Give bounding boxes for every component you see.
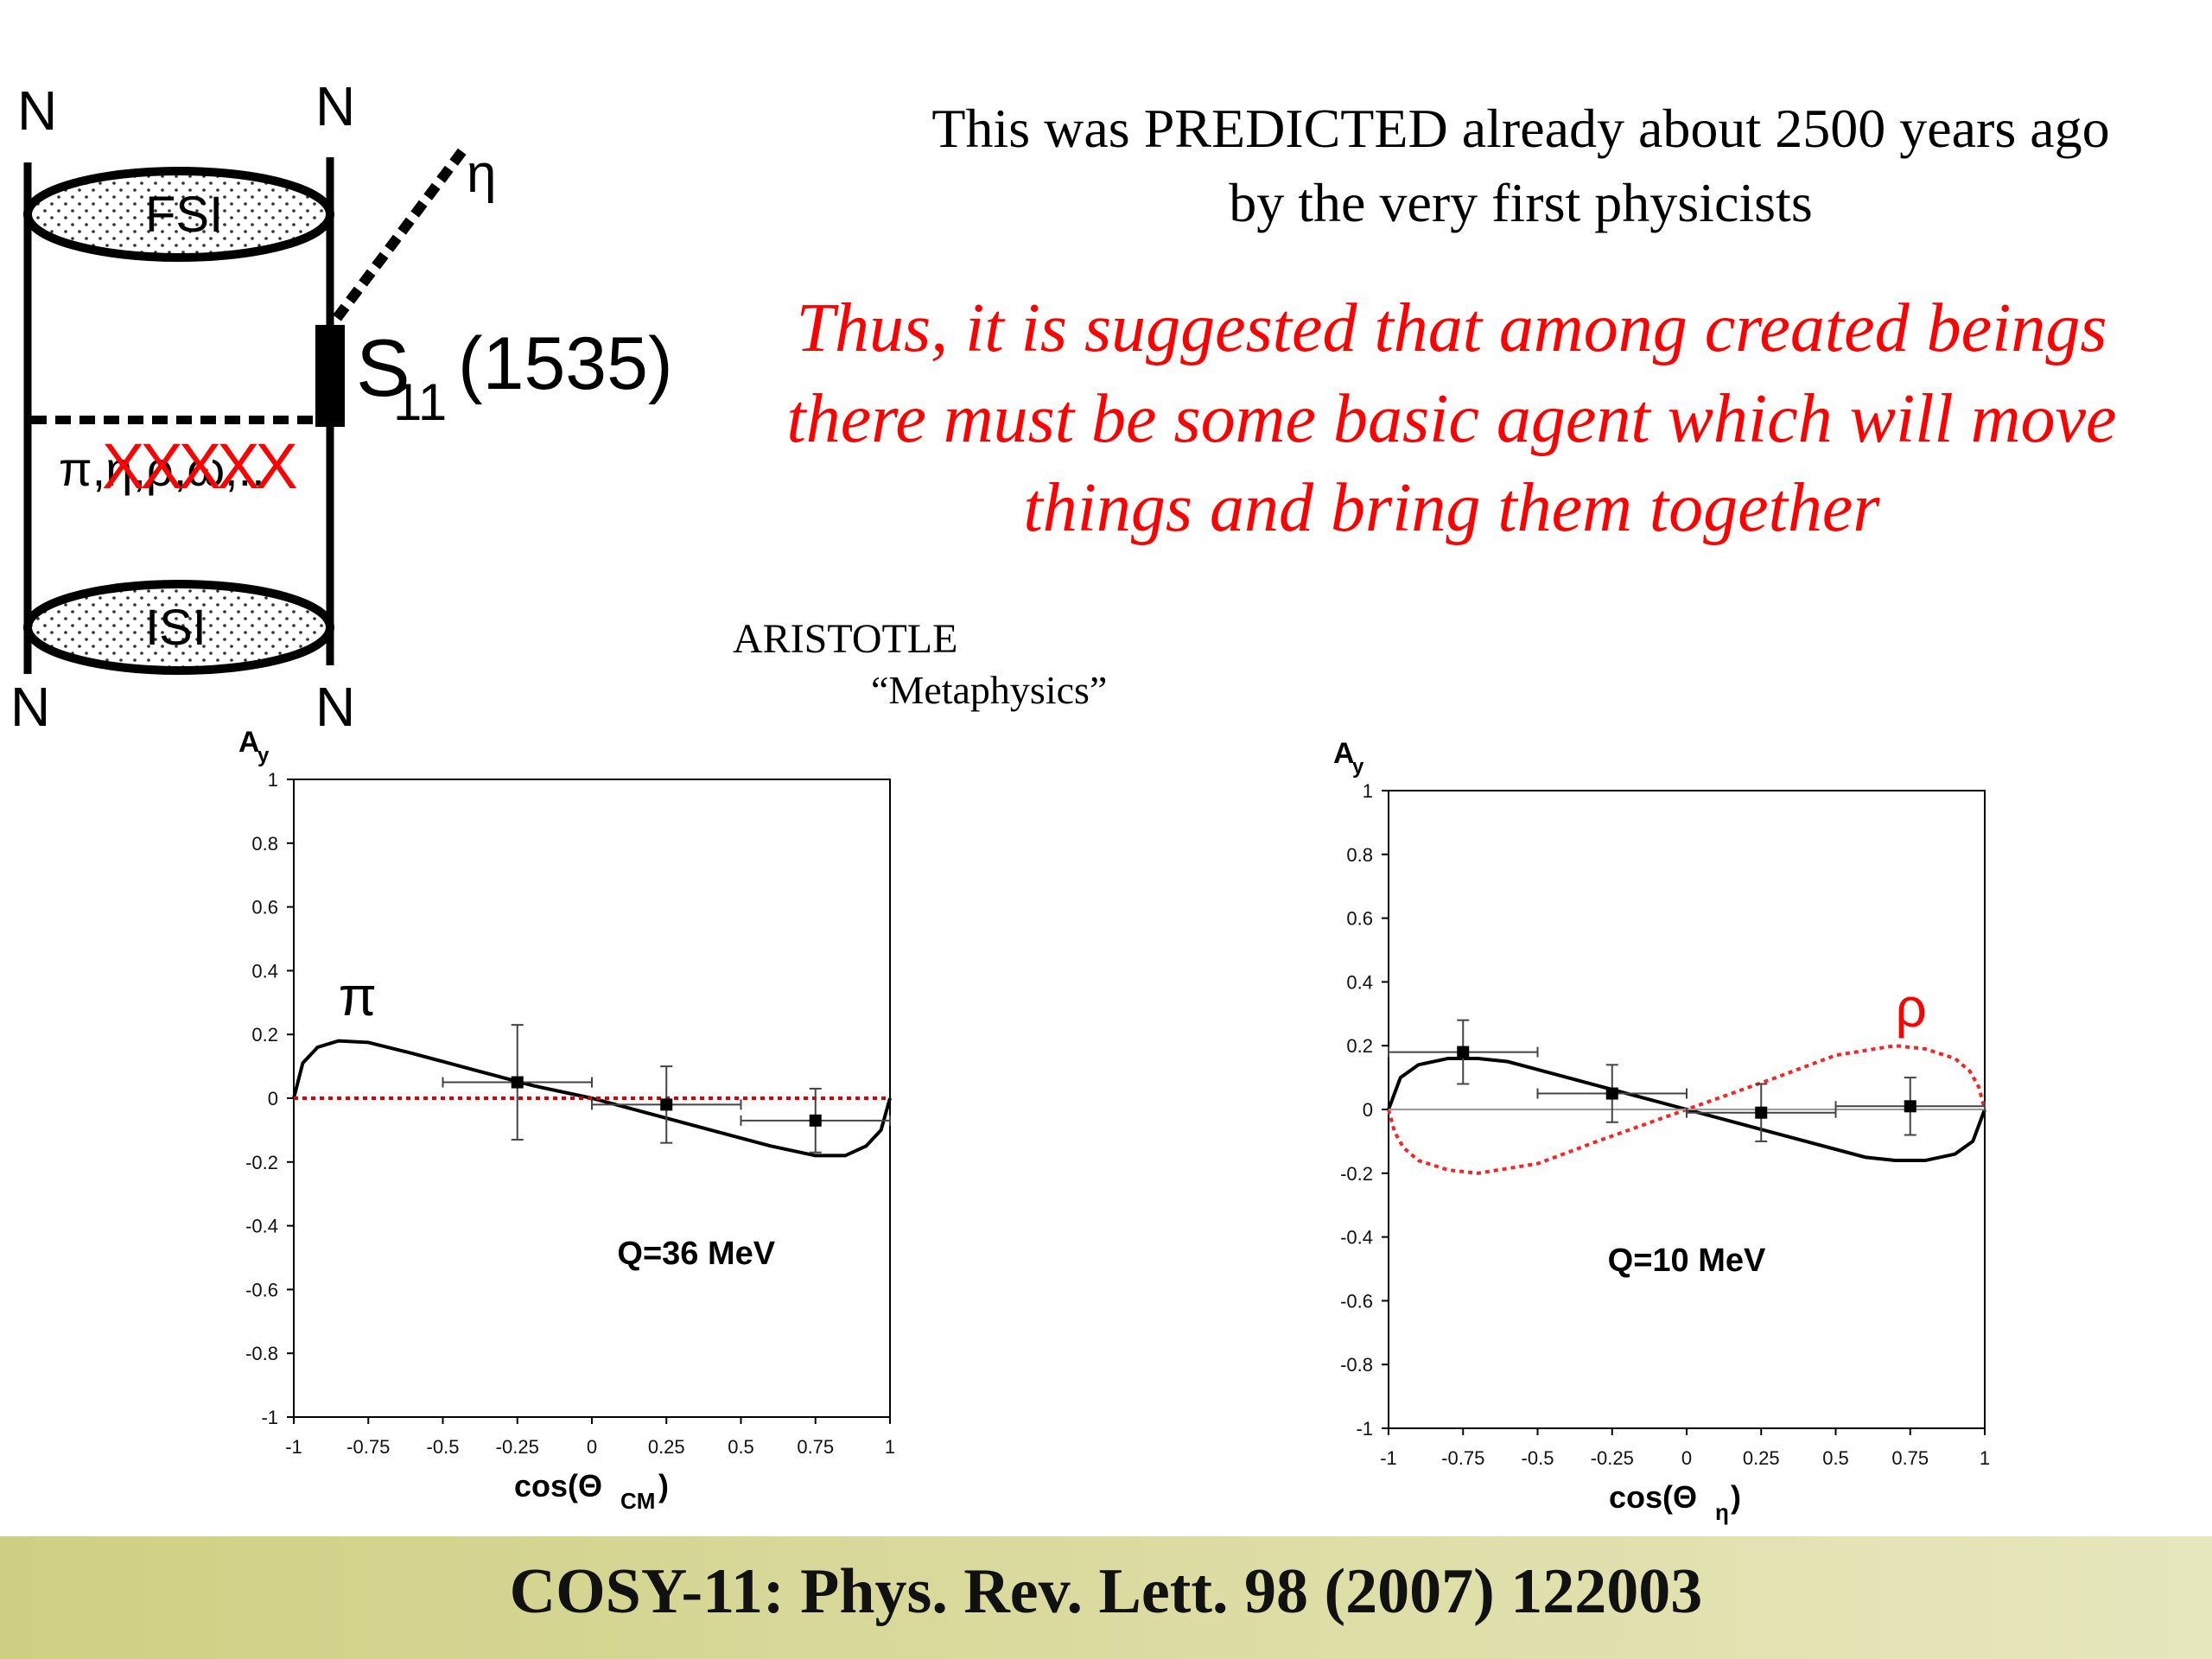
- quote-author: ARISTOTLE: [733, 616, 958, 662]
- y-tick-label: 0.4: [1346, 971, 1373, 993]
- y-tick-label: -0.6: [1340, 1290, 1373, 1312]
- exchange-mesons-label: π,η,ρ,ω,..: [59, 442, 265, 496]
- x-tick-label: -0.25: [496, 1436, 539, 1458]
- fsi-label: FSI: [145, 187, 223, 243]
- y-tick-label: -1: [1356, 1418, 1373, 1440]
- x-axis-label: cos(Θ: [514, 1468, 602, 1503]
- x-tick-label: 0.75: [797, 1436, 834, 1458]
- nucleon-top-right: N: [315, 75, 355, 137]
- resonance-subscript: 11: [393, 373, 447, 431]
- quote-line-1: This was PREDICTED already about 2500 ye…: [931, 98, 2110, 159]
- resonance-label: S: [356, 322, 410, 413]
- x-tick-label: 0.5: [1822, 1447, 1849, 1469]
- x-tick-label: -0.5: [427, 1436, 460, 1458]
- nucleon-top-left: N: [17, 79, 57, 142]
- y-axis-label: A: [1333, 737, 1355, 770]
- aristotle-quote-line-2: there must be some basic agent which wil…: [786, 381, 2117, 457]
- y-tick-label: -1: [261, 1407, 278, 1428]
- y-tick-label: -0.4: [245, 1216, 278, 1237]
- feynman-diagram: N N N N FSI ISI η S 11 (1535) π,η,ρ,ω,..…: [10, 75, 673, 738]
- x-tick-label: 0.25: [1743, 1447, 1780, 1469]
- data-point: [1605, 1087, 1618, 1100]
- y-tick-label: -0.4: [1340, 1227, 1373, 1249]
- y-tick-label: 0.4: [251, 960, 278, 982]
- aristotle-quote-line-3: things and bring them together: [1023, 470, 1880, 546]
- y-tick-label: 1: [1363, 780, 1373, 802]
- x-tick-label: 0: [587, 1436, 597, 1458]
- eta-line: [333, 148, 467, 321]
- resonance-mass: (1535): [458, 322, 673, 405]
- y-tick-label: 0: [268, 1088, 278, 1109]
- y-tick-label: -0.8: [245, 1343, 278, 1364]
- data-point: [1755, 1106, 1768, 1119]
- y-tick-label: 0: [1363, 1099, 1373, 1121]
- footer-bar: [0, 1536, 2212, 1659]
- x-tick-label: -0.5: [1522, 1447, 1554, 1469]
- asymmetry-chart-q10: 1 0.8 0.6 0.4 0.2 0 -0.2 -0.4 -0.6 -0.8 -1 -1 -0.75 -…: [1333, 737, 1990, 1525]
- nucleon-bottom-right: N: [315, 676, 355, 738]
- quote-line-2: by the very first physicists: [1229, 172, 1813, 233]
- y-tick-label: 0.2: [251, 1024, 278, 1046]
- y-tick-label: 0.6: [1346, 908, 1373, 930]
- x-tick-label: 0.5: [728, 1436, 754, 1458]
- eta-label: η: [467, 144, 496, 204]
- x-tick-label: -1: [1380, 1447, 1397, 1469]
- data-point: [1457, 1046, 1470, 1058]
- x-axis-label-end: ): [658, 1468, 669, 1503]
- x-tick-label: -1: [285, 1436, 302, 1458]
- q-value-annotation: Q=36 MeV: [617, 1236, 775, 1272]
- y-tick-label: 0.8: [1346, 844, 1373, 866]
- data-point: [511, 1076, 524, 1089]
- crossed-out-marks: XXXXX: [102, 430, 296, 502]
- y-tick-label: -0.2: [245, 1152, 278, 1173]
- curve-label: ρ: [1896, 976, 1927, 1039]
- data-point: [1904, 1100, 1916, 1113]
- x-tick-label: 0.75: [1891, 1447, 1929, 1469]
- y-tick-label: 0.8: [251, 833, 278, 855]
- y-tick-label: 0.2: [1346, 1035, 1373, 1057]
- x-axis-label-subscript: CM: [620, 1488, 655, 1514]
- curve-label: π: [339, 965, 377, 1027]
- quote-work: “Metaphysics”: [871, 668, 1108, 712]
- isi-blob: [23, 580, 334, 675]
- x-tick-label: 1: [1980, 1447, 1990, 1469]
- resonance-box: [315, 325, 345, 427]
- x-tick-label: -0.25: [1591, 1447, 1634, 1469]
- y-tick-label: -0.8: [1340, 1354, 1373, 1376]
- y-tick-label: 1: [268, 769, 278, 791]
- x-tick-label: -0.75: [346, 1436, 390, 1458]
- data-point: [660, 1098, 673, 1111]
- x-axis-label-subscript: η: [1715, 1499, 1729, 1525]
- y-tick-label: -0.6: [245, 1279, 278, 1300]
- y-axis-label-subscript: y: [257, 744, 270, 767]
- x-tick-label: 0.25: [648, 1436, 685, 1458]
- x-tick-label: 0: [1681, 1447, 1692, 1469]
- asymmetry-chart-q36: 1 0.8 0.6 0.4 0.2 0 -0.2 -0.4 -0.6 -0.8 -1 -1 -0.75 -…: [238, 726, 895, 1514]
- y-tick-label: 0.6: [251, 897, 278, 918]
- y-axis-label-subscript: y: [1352, 755, 1364, 779]
- y-axis-label: A: [238, 726, 260, 759]
- x-axis-label: cos(Θ: [1609, 1479, 1697, 1515]
- fsi-blob: [23, 167, 334, 262]
- aristotle-quote-line-1: Thus, it is suggested that among created…: [796, 290, 2107, 366]
- x-axis-label-end: ): [1731, 1479, 1741, 1515]
- data-point: [809, 1114, 822, 1127]
- q-value-annotation: Q=10 MeV: [1608, 1243, 1766, 1279]
- x-tick-label: 1: [885, 1436, 895, 1458]
- x-tick-label: -0.75: [1441, 1447, 1484, 1469]
- isi-label: ISI: [145, 600, 207, 656]
- y-tick-label: -0.2: [1340, 1163, 1373, 1185]
- nucleon-bottom-left: N: [10, 676, 50, 738]
- footer-citation: COSY-11: Phys. Rev. Lett. 98 (2007) 1220…: [509, 1556, 1703, 1627]
